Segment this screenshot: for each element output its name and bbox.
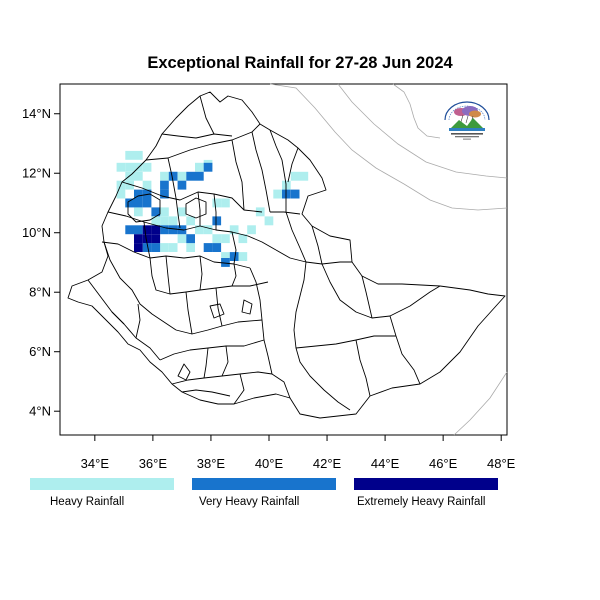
rain-cell-very-heavy: [160, 189, 169, 199]
rain-cell-heavy: [221, 198, 230, 208]
rain-cell-heavy: [134, 207, 143, 217]
rain-cell-very-heavy: [212, 243, 222, 252]
rain-cell-heavy: [177, 207, 187, 217]
admin-boundaries: [67, 91, 506, 419]
rain-cell-very-heavy: [134, 225, 143, 235]
rain-cell-very-heavy: [142, 198, 152, 208]
rain-cell-heavy: [221, 234, 230, 244]
rain-cell-heavy: [160, 216, 169, 226]
rain-cell-heavy: [195, 225, 204, 235]
x-tick-label: 42°E: [313, 456, 342, 471]
rain-cell-heavy: [273, 189, 282, 199]
rain-cell-very-heavy: [221, 258, 230, 267]
rain-cell-heavy: [125, 180, 134, 190]
x-tick-label: 40°E: [255, 456, 284, 471]
rain-cell-heavy: [212, 198, 222, 208]
rain-cell-heavy: [134, 171, 143, 181]
rain-cell-very-heavy: [125, 225, 134, 235]
rain-cell-heavy: [168, 216, 178, 226]
country-outline: [67, 91, 506, 419]
rain-cell-heavy: [238, 234, 248, 244]
y-tick-label: 8°N: [29, 285, 51, 300]
rain-cell-extreme: [151, 234, 161, 244]
rain-cell-heavy: [151, 216, 161, 226]
rain-cell-very-heavy: [134, 198, 143, 208]
rain-cell-very-heavy: [186, 234, 195, 244]
rain-cell-very-heavy: [151, 207, 161, 217]
map-title: Exceptional Rainfall for 27-28 Jun 2024: [147, 54, 453, 72]
rain-cell-heavy: [116, 162, 126, 172]
x-tick-label: 44°E: [371, 456, 400, 471]
rain-cell-heavy: [160, 243, 169, 252]
rain-cell-heavy: [116, 189, 126, 199]
rain-cell-heavy: [264, 216, 274, 226]
legend-label-extremely-heavy: Extremely Heavy Rainfall: [357, 496, 486, 508]
rain-cell-extreme: [142, 234, 152, 244]
rain-cell-heavy: [238, 252, 248, 261]
rain-cell-very-heavy: [160, 225, 169, 235]
legend-label-heavy: Heavy Rainfall: [50, 496, 125, 508]
y-tick-label: 6°N: [29, 344, 51, 359]
rain-cell-heavy: [186, 243, 195, 252]
legend-swatch-very-heavy: [192, 478, 336, 490]
rain-cell-very-heavy: [229, 252, 239, 261]
rain-cell-heavy: [134, 150, 143, 160]
rain-cell-extreme: [134, 243, 143, 252]
y-tick-label: 4°N: [29, 404, 51, 419]
rain-cell-heavy: [299, 171, 309, 181]
rain-cell-heavy: [247, 225, 256, 235]
rain-cell-heavy: [177, 234, 187, 244]
rain-cell-heavy: [221, 252, 230, 261]
map-frame: [59, 83, 508, 436]
x-tick-label: 46°E: [429, 456, 458, 471]
legend-swatch-heavy: [30, 478, 174, 490]
legend-swatch-extremely-heavy: [354, 478, 498, 490]
rain-cell-heavy: [168, 243, 178, 252]
axes: 34°E 36°E 38°E 40°E 42°E 44°E 46°E 48°E 14°N 12°N…: [22, 106, 516, 471]
rain-cell-very-heavy: [186, 171, 195, 181]
rain-cell-very-heavy: [142, 243, 152, 252]
rain-cell-very-heavy: [160, 180, 169, 190]
rain-cell-heavy: [125, 162, 134, 172]
rain-cell-extreme: [134, 234, 143, 244]
rain-cell-very-heavy: [168, 225, 178, 235]
y-tick-label: 12°N: [22, 166, 51, 181]
rain-cell-heavy: [142, 180, 152, 190]
rain-cell-very-heavy: [195, 171, 204, 181]
rain-cell-extreme: [142, 225, 152, 235]
rain-cell-very-heavy: [168, 171, 178, 181]
x-tick-label: 38°E: [197, 456, 226, 471]
rain-cell-heavy: [203, 225, 213, 235]
rain-cell-very-heavy: [212, 216, 222, 226]
rain-cell-heavy: [229, 225, 239, 235]
rain-cell-heavy: [195, 162, 204, 172]
rain-cell-very-heavy: [125, 198, 134, 208]
rain-cell-very-heavy: [134, 189, 143, 199]
rain-cell-heavy: [160, 171, 169, 181]
rain-cell-very-heavy: [290, 189, 300, 199]
y-tick-label: 10°N: [22, 225, 51, 240]
rain-cell-very-heavy: [151, 243, 161, 252]
rain-cell-very-heavy: [177, 180, 187, 190]
rain-cell-very-heavy: [203, 243, 213, 252]
rain-cell-heavy: [186, 216, 195, 226]
rainfall-layer: [116, 150, 309, 267]
neighbour-borders: [269, 83, 508, 436]
legend-label-very-heavy: Very Heavy Rainfall: [199, 496, 300, 508]
rain-cell-heavy: [212, 234, 222, 244]
rain-cell-very-heavy: [203, 162, 213, 172]
rain-cell-extreme: [151, 225, 161, 235]
x-tick-label: 36°E: [139, 456, 168, 471]
rain-cell-heavy: [142, 162, 152, 172]
x-tick-label: 34°E: [81, 456, 110, 471]
rain-cell-heavy: [290, 171, 300, 181]
x-tick-label: 48°E: [487, 456, 516, 471]
y-tick-label: 14°N: [22, 106, 51, 121]
meteorology-institute-logo-icon: [441, 98, 493, 142]
rain-cell-heavy: [177, 171, 187, 181]
rain-cell-heavy: [160, 207, 169, 217]
rain-cell-heavy: [125, 150, 134, 160]
